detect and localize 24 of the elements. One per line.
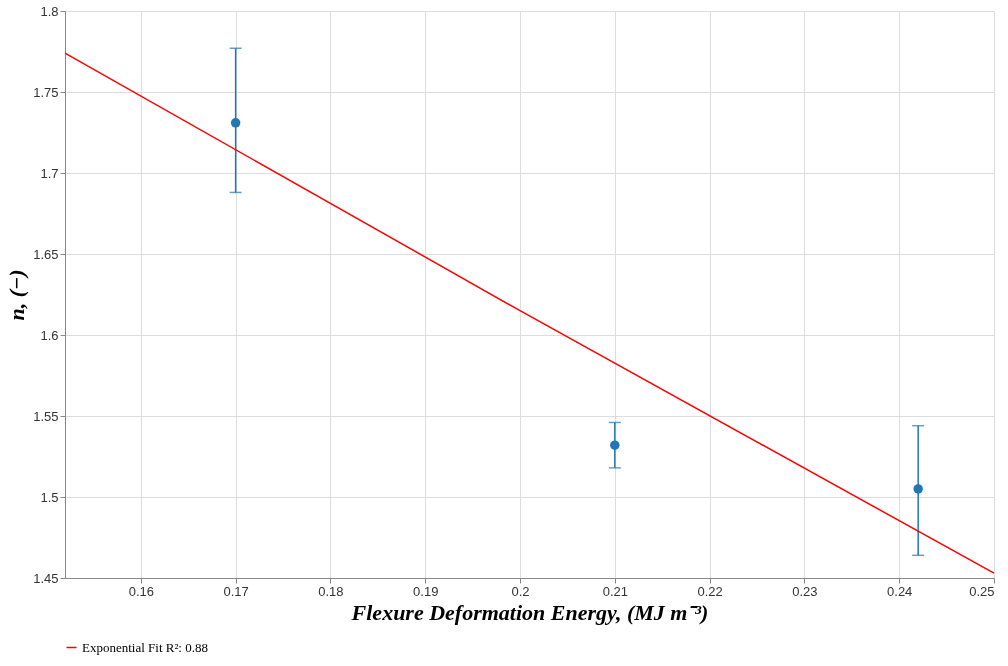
point <box>610 440 620 450</box>
x-tick-label: 0.2 <box>511 583 530 599</box>
x-tick-label: 0.17 <box>223 583 249 599</box>
x-tick-label: 0.23 <box>792 583 818 599</box>
x-tick-label: 0.22 <box>697 583 723 599</box>
x-tick-label: 0.19 <box>413 583 439 599</box>
y-tick-label: 1.6 <box>40 327 59 343</box>
point <box>913 484 923 494</box>
y-tick-label: 1.8 <box>40 3 59 19</box>
x-tick-label: 0.18 <box>318 583 344 599</box>
x-tick-label: 0.25 <box>969 583 995 599</box>
y-tick-label: 1.7 <box>40 165 59 181</box>
x-tick-label: 0.24 <box>887 583 913 599</box>
x-tick-label: 0.16 <box>128 583 154 599</box>
y-tick-label: 1.55 <box>33 408 59 424</box>
y-tick-label: 1.5 <box>40 489 59 505</box>
x-tick-label: 0.21 <box>602 583 628 599</box>
y-tick-label: 1.75 <box>33 84 59 100</box>
x-axis-title: Flexure Deformation Energy, (MJ m⁻³) <box>350 599 709 625</box>
legend-label: Exponential Fit R²: 0.88 <box>82 639 208 655</box>
point <box>230 118 241 128</box>
y-axis-title: n, (−) <box>4 269 30 321</box>
y-tick-label: 1.65 <box>33 246 59 262</box>
y-tick-label: 1.45 <box>33 570 59 586</box>
